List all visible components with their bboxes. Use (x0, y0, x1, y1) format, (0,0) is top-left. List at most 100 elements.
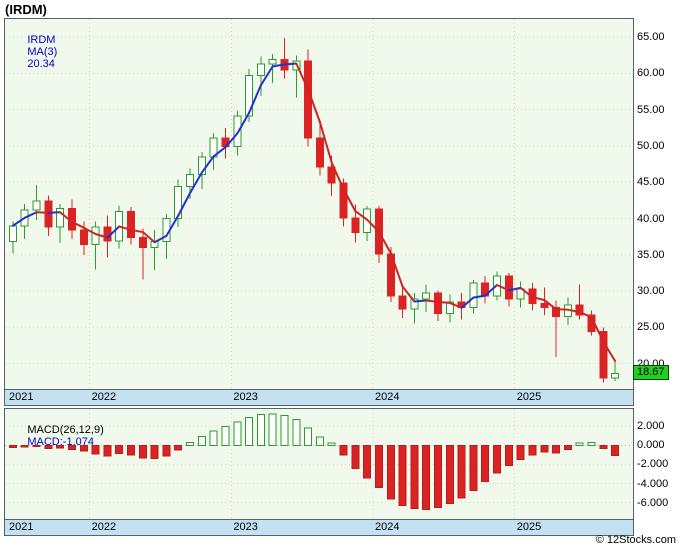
macd-histogram-bar (469, 444, 478, 491)
year-label: 2025 (516, 391, 542, 403)
macd-histogram-bar (611, 444, 620, 457)
ma-line-segment (118, 225, 132, 231)
ma-line-segment (507, 286, 522, 292)
ma-line-segment (330, 161, 345, 191)
macd-histogram-bar (197, 436, 206, 446)
price-y-axis: 65.00 60.00 55.00 50.00 45.00 40.00 35.00 30.00… (637, 0, 680, 546)
candle-body (398, 295, 407, 310)
macd-histogram-bar (186, 441, 195, 446)
ma-line-segment (448, 301, 463, 309)
y-axis-label: 0.000 (637, 439, 665, 452)
y-axis-label: 40.00 (637, 212, 665, 225)
year-label: 2022 (91, 391, 117, 403)
copyright-watermark[interactable]: © 12Stocks.com (595, 534, 676, 546)
y-axis-label: 35.00 (637, 248, 665, 261)
macd-histogram-bar (138, 444, 147, 459)
macd-histogram-bar (91, 444, 100, 455)
year-label: 2023 (233, 391, 258, 403)
candle-body (504, 275, 513, 300)
candle-body (552, 307, 561, 317)
ma-line-segment (271, 63, 286, 68)
ma-line-segment (496, 284, 510, 292)
ma-line-segment (578, 311, 593, 319)
ma-line-segment (11, 216, 26, 227)
ma-line-segment (153, 234, 168, 244)
ma-line-segment (94, 232, 109, 239)
macd-histogram-bar (457, 444, 466, 499)
ma-line-segment (342, 188, 357, 213)
candle-body (599, 331, 608, 379)
price-chart-panel: IRDM MA(3) 20.34 (4, 18, 634, 389)
macd-panel: MACD(26,12,9) MACD:-1.074 (4, 408, 634, 519)
macd-chart-canvas[interactable] (5, 409, 633, 519)
macd-histogram-bar (493, 444, 502, 474)
macd-histogram-bar (233, 421, 242, 446)
candle-body (256, 63, 265, 77)
candle-body (233, 115, 242, 148)
ma-line-segment (354, 210, 369, 221)
candle-body (315, 137, 324, 168)
macd-histogram-bar (327, 442, 336, 446)
year-label: 2023 (233, 521, 258, 533)
ma-line-segment (377, 230, 392, 255)
y-axis-label: -2.000 (637, 458, 669, 471)
year-label: 2022 (91, 521, 117, 533)
macd-histogram-bar (268, 413, 277, 446)
ma-line-segment (531, 296, 546, 302)
candle-body (56, 207, 65, 228)
macd-x-axis: 2021 2022 2023 2024 2025 (4, 519, 634, 536)
macd-histogram-bar (20, 444, 29, 448)
candle-body (91, 226, 100, 246)
ma-line-segment (389, 252, 404, 288)
ma-line-segment (189, 171, 203, 195)
candle-body (575, 304, 584, 316)
ma-line-segment (484, 284, 499, 297)
macd-histogram-bar (433, 444, 442, 509)
candle-body (327, 166, 336, 184)
macd-histogram-bar (363, 444, 372, 479)
year-label: 2025 (516, 521, 542, 533)
candle-body (351, 217, 360, 233)
ma-line-segment (283, 62, 298, 66)
macd-histogram-bar (256, 414, 265, 446)
y-axis-label: -6.000 (637, 496, 669, 509)
ma-line-segment (82, 226, 97, 235)
ma-line-segment (425, 299, 439, 303)
year-label: 2024 (375, 521, 400, 533)
ma-line-segment (177, 192, 192, 217)
ma-line-segment (165, 214, 180, 237)
price-chart-canvas[interactable] (5, 19, 633, 389)
macd-histogram-bar (304, 427, 313, 446)
y-axis-label: 45.00 (637, 176, 665, 189)
ma-line-segment (259, 65, 274, 87)
ma-line-segment (413, 299, 428, 303)
macd-histogram-bar (280, 415, 289, 446)
ma-line-segment (307, 88, 321, 124)
candle-body (174, 186, 183, 220)
ma-line-segment (236, 111, 251, 135)
y-axis-label: 25.00 (637, 321, 665, 334)
macd-params-label: MACD(26,12,9) (27, 424, 104, 436)
macd-histogram-bar (563, 444, 572, 451)
macd-histogram-bar (162, 444, 171, 457)
macd-value-label: MACD:-1.074 (27, 436, 94, 448)
page-title: (IRDM) (5, 2, 47, 17)
macd-histogram-bar (540, 444, 549, 453)
candle-body (79, 229, 88, 246)
candle-body (611, 372, 620, 379)
macd-histogram-bar (292, 419, 301, 446)
macd-histogram-bar (56, 444, 65, 449)
legend-ma-label: MA(3) (27, 46, 58, 58)
ma-line-segment (141, 231, 156, 244)
macd-histogram-bar (374, 444, 383, 488)
candle-body (186, 173, 195, 188)
price-x-axis: 2021 2022 2023 2024 2025 (4, 389, 634, 406)
macd-histogram-bar (552, 444, 561, 454)
y-axis-label: 55.00 (637, 103, 665, 116)
candle-body (469, 282, 478, 309)
ma-line-segment (224, 132, 239, 149)
ma-line-segment (59, 211, 73, 223)
macd-histogram-bar (599, 444, 608, 450)
y-axis-label: 60.00 (637, 67, 665, 80)
